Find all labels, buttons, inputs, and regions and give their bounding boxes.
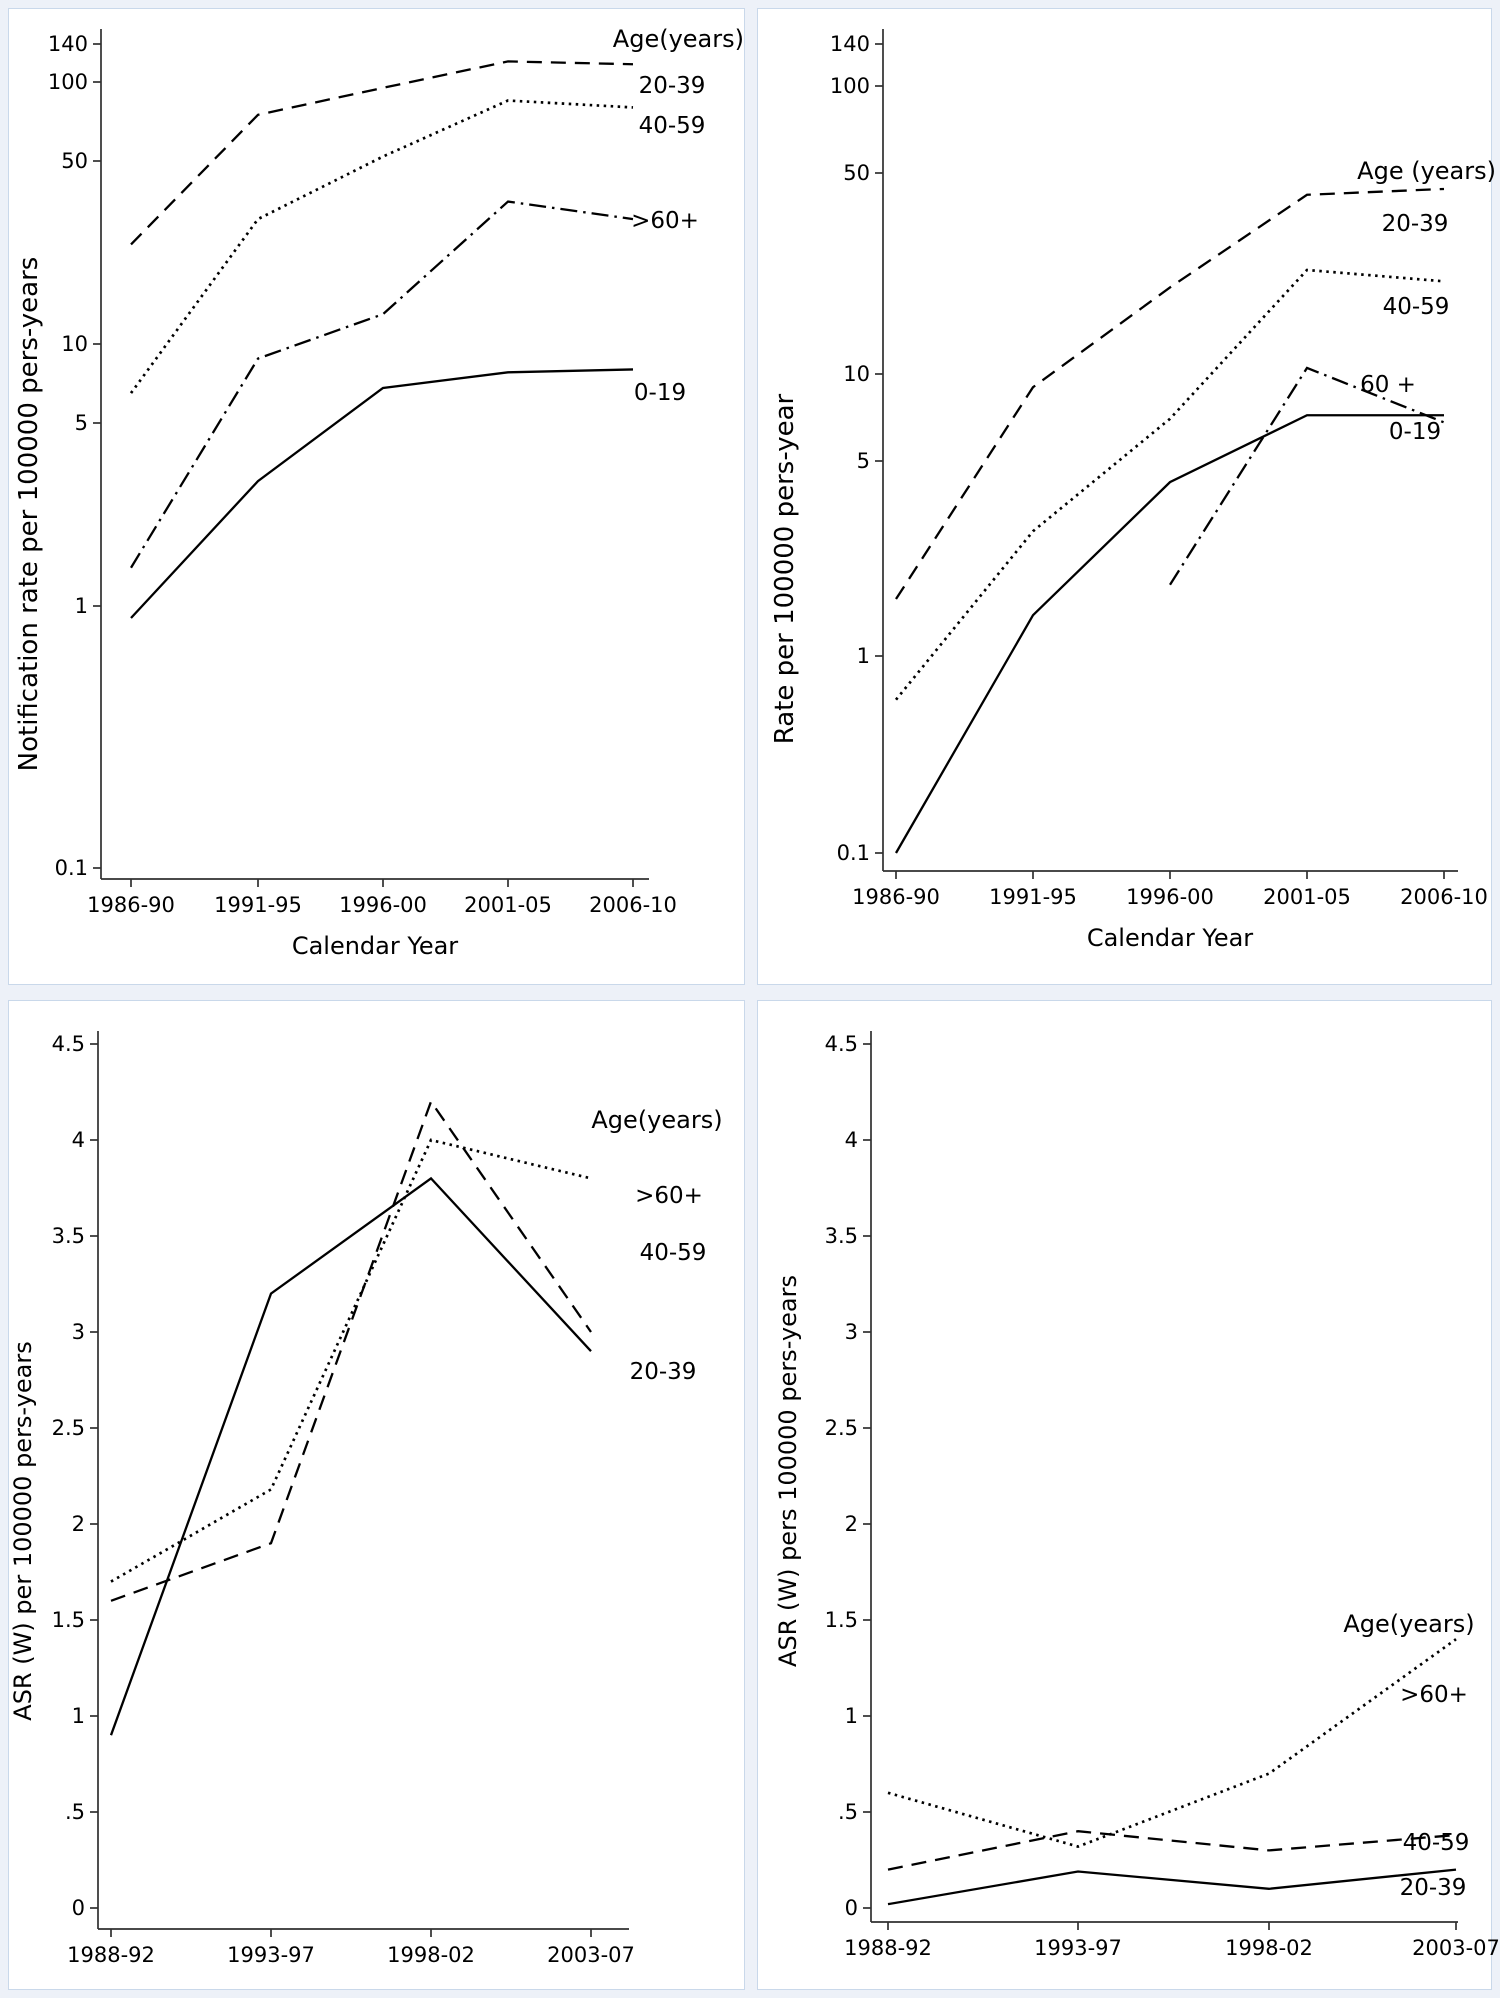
series-line->60+ (130, 200, 634, 569)
x-tick-label: 1986-90 (852, 885, 940, 909)
y-tick-label: 0.1 (837, 841, 870, 865)
y-tick-label: .5 (65, 1800, 85, 1824)
y-tick-label: 4.5 (825, 1032, 858, 1056)
chart-panel-top-left: 140 100 50 10 5 1 0.1 1986-90 1991-95 1996-00 2001… (8, 8, 745, 985)
series-label: 0-19 (1389, 419, 1441, 445)
y-tick-label: 50 (843, 161, 870, 185)
x-tick-label: 2006-10 (1400, 885, 1488, 909)
x-tick-label: 2001-05 (464, 893, 552, 917)
series-label: 20-39 (630, 1359, 697, 1385)
x-tick-label: 1993-97 (227, 1943, 315, 1967)
y-tick-label: 10 (843, 362, 870, 386)
y-tick-label: 2 (845, 1512, 858, 1536)
y-tick-label: 140 (830, 32, 870, 56)
y-tick-label: 1.5 (825, 1608, 858, 1632)
y-tick-label: 100 (830, 74, 870, 98)
series-line-0-19 (130, 368, 634, 619)
series-line-20-39 (130, 60, 634, 246)
series-label: 40-59 (1403, 1830, 1470, 1856)
y-tick-label: 2.5 (825, 1416, 858, 1440)
series-label: >60+ (635, 1183, 703, 1209)
y-tick-label: 1.5 (52, 1608, 85, 1632)
y-tick-label: 0.1 (55, 856, 88, 880)
y-axis-title: Rate per 100000 pers-year (770, 393, 800, 744)
x-tick-label: 2003-07 (1412, 1936, 1500, 1960)
plot-area-top-right: 140 100 50 10 5 1 0.1 1986-90 1991-95 1996-00 2001… (770, 29, 1496, 952)
y-axis-title: ASR (W) pers 100000 pers-years (774, 1275, 802, 1667)
series-label: >60+ (1400, 1682, 1468, 1708)
series-label: 40-59 (639, 113, 706, 139)
legend-title: Age (years) (1357, 157, 1496, 185)
y-tick-label: 5 (857, 449, 870, 473)
y-tick-label: 50 (61, 149, 88, 173)
y-tick-label: 4.5 (52, 1032, 85, 1056)
y-tick-label: 4 (72, 1128, 85, 1152)
y-tick-label: 1 (845, 1704, 858, 1728)
y-tick-label: 10 (61, 332, 88, 356)
y-axis-title: ASR (W) per 100000 pers-years (9, 1341, 37, 1720)
y-tick-label: 3.5 (825, 1224, 858, 1248)
series-label: 60 + (1360, 372, 1416, 398)
y-tick-label: 100 (48, 70, 88, 94)
x-tick-label: 1993-97 (1034, 1936, 1122, 1960)
legend-title: Age(years) (1343, 1610, 1474, 1638)
series-label: >60+ (631, 208, 699, 234)
series-label: 40-59 (1383, 294, 1450, 320)
legend-title: Age(years) (613, 25, 744, 53)
y-tick-label: 3 (72, 1320, 85, 1344)
series-label: 20-39 (1382, 211, 1449, 237)
plot-area-top-left: 140 100 50 10 5 1 0.1 1986-90 1991-95 1996-00 2001… (14, 25, 744, 960)
x-tick-label: 1996-00 (339, 893, 427, 917)
x-tick-label: 2001-05 (1263, 885, 1351, 909)
series-line-0-19 (895, 414, 1444, 854)
y-tick-label: 3 (845, 1320, 858, 1344)
series-line-40-59 (129, 99, 634, 394)
series-line-20-39 (109, 1176, 592, 1736)
series-line->60+ (887, 1638, 1457, 1848)
y-tick-label: 1 (72, 1704, 85, 1728)
series-label: 0-19 (634, 380, 686, 406)
x-tick-label: 1998-02 (1225, 1936, 1313, 1960)
chart-panel-top-right: 140 100 50 10 5 1 0.1 1986-90 1991-95 1996-00 2001… (757, 8, 1496, 985)
series-label: 20-39 (1400, 1875, 1467, 1901)
series-label: 20-39 (639, 73, 706, 99)
y-tick-label: 0 (845, 1896, 858, 1920)
series-line-60+ (1169, 366, 1445, 586)
legend-title: Age(years) (591, 1106, 722, 1134)
x-tick-label: 1996-00 (1126, 885, 1214, 909)
chart-panel-bottom-left: 4.5 4 3.5 3 2.5 2 1.5 1.5 0 1988-92 1993-97 1998-02… (8, 1000, 745, 1990)
y-tick-label: 1 (857, 644, 870, 668)
x-tick-label: 2003-07 (547, 1943, 635, 1967)
series-line-40-59 (894, 268, 1445, 701)
series-line->60+ (110, 1138, 592, 1583)
y-tick-label: 140 (48, 32, 88, 56)
x-tick-label: 1991-95 (989, 885, 1077, 909)
y-tick-label: 2 (72, 1512, 85, 1536)
series-label: 40-59 (640, 1240, 707, 1266)
x-tick-label: 1991-95 (214, 893, 302, 917)
x-tick-label: 1998-02 (387, 1943, 475, 1967)
x-tick-label: 1988-92 (67, 1943, 155, 1967)
x-tick-label: 1986-90 (87, 893, 175, 917)
y-tick-label: 5 (75, 411, 88, 435)
series-line-40-59 (887, 1830, 1457, 1871)
x-axis-title: Calendar Year (1087, 924, 1253, 952)
y-tick-label: 3.5 (52, 1224, 85, 1248)
x-tick-label: 1988-92 (844, 1936, 932, 1960)
y-tick-label: 1 (75, 594, 88, 618)
chart-panel-bottom-right: 4.5 4 3.5 3 2.5 2 1.5 1.5 0 1988-92 1993-97 1998-02… (757, 1000, 1500, 1990)
series-line-20-39 (887, 1868, 1457, 1906)
series-line-20-39 (895, 187, 1445, 600)
x-axis-title: Calendar Year (292, 932, 458, 960)
y-tick-label: 0 (72, 1896, 85, 1920)
x-tick-label: 2006-10 (589, 893, 677, 917)
y-tick-label: 4 (845, 1128, 858, 1152)
y-tick-label: 2.5 (52, 1416, 85, 1440)
y-tick-label: .5 (838, 1800, 858, 1824)
y-axis-title: Notification rate per 100000 pers-years (14, 257, 44, 772)
series-line-40-59 (110, 1099, 592, 1602)
